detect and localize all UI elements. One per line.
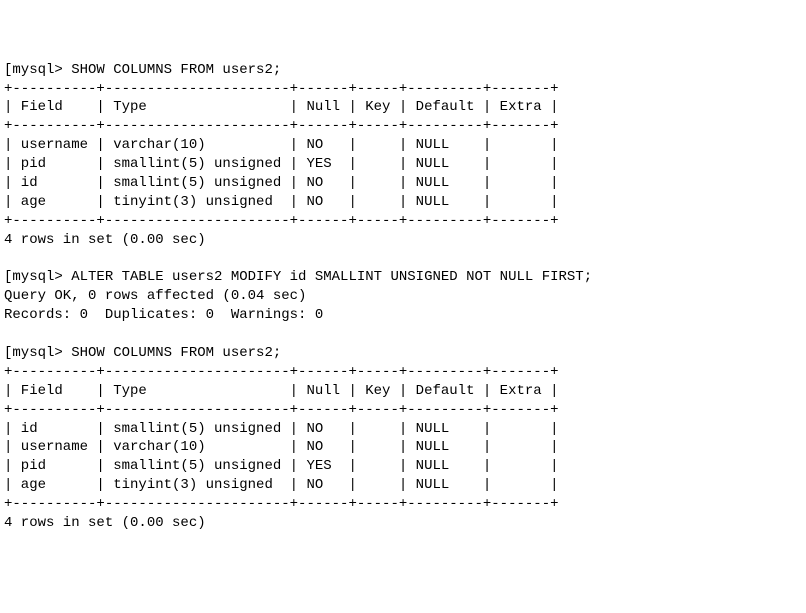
terminal-output: [mysql> SHOW COLUMNS FROM users2; +-----…: [4, 61, 802, 533]
